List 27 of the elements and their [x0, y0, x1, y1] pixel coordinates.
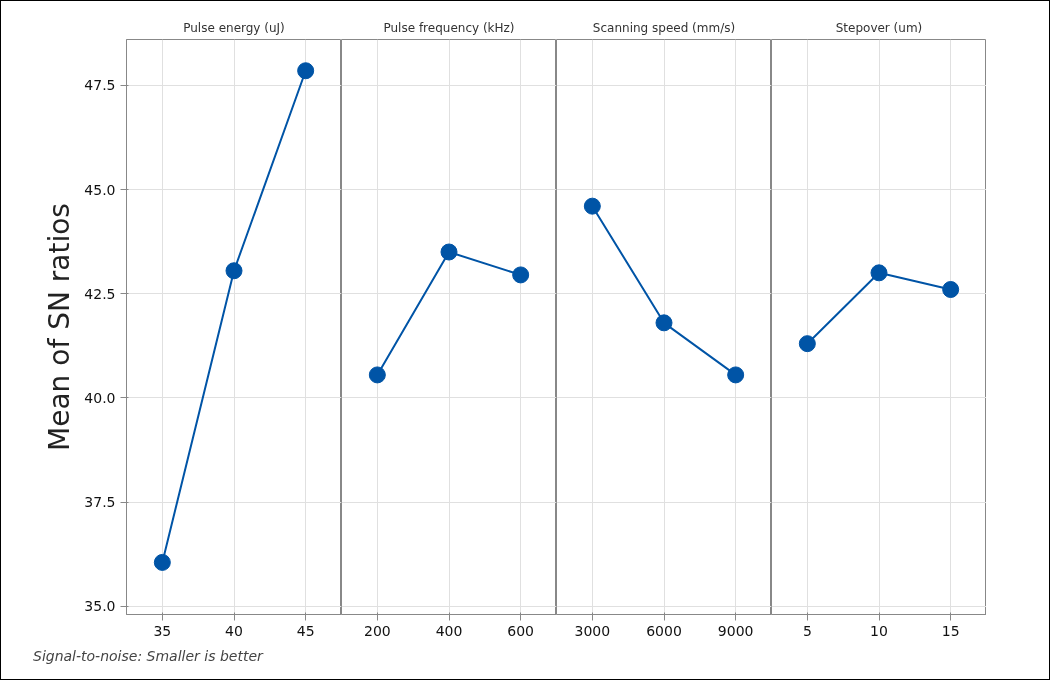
x-tick-label: 400	[435, 622, 463, 639]
x-tick-label: 35	[153, 622, 172, 639]
y-tick-label: 35.0	[84, 598, 116, 615]
text: Signal-to-noise: Smaller is better	[33, 647, 263, 666]
x-tick-label: 200	[363, 622, 391, 639]
chart-title: Pulse frequency (kHz)	[383, 20, 515, 35]
x-tick-label: 5	[802, 622, 812, 639]
x-tick-label: 45	[296, 622, 315, 639]
y-tick-label: 42.5	[84, 285, 116, 302]
x-tick-label: 10	[870, 622, 888, 639]
point	[225, 262, 243, 280]
x-tick-label: 3000	[574, 622, 611, 639]
x-tick-label: 6000	[646, 622, 682, 639]
y-tick-label: 45.0	[84, 181, 116, 198]
chart-title: Stepover (um)	[835, 20, 923, 35]
x-tick-label: 15	[941, 622, 960, 639]
x-tick-label: 600	[507, 622, 535, 639]
x-tick-label: 9000	[717, 622, 754, 639]
chart-title: Pulse energy (uJ)	[183, 20, 285, 35]
x-tick-label: 40	[225, 622, 243, 639]
point	[297, 62, 315, 80]
point	[153, 553, 171, 571]
y-tick-label: 47.5	[84, 77, 116, 94]
y-tick-label: 37.5	[84, 494, 116, 510]
y-tick-label: 40.0	[84, 389, 116, 406]
y-axis-title: Mean of SN ratios	[43, 203, 77, 451]
chart-title: Scanning speed (mm/s)	[592, 20, 736, 35]
